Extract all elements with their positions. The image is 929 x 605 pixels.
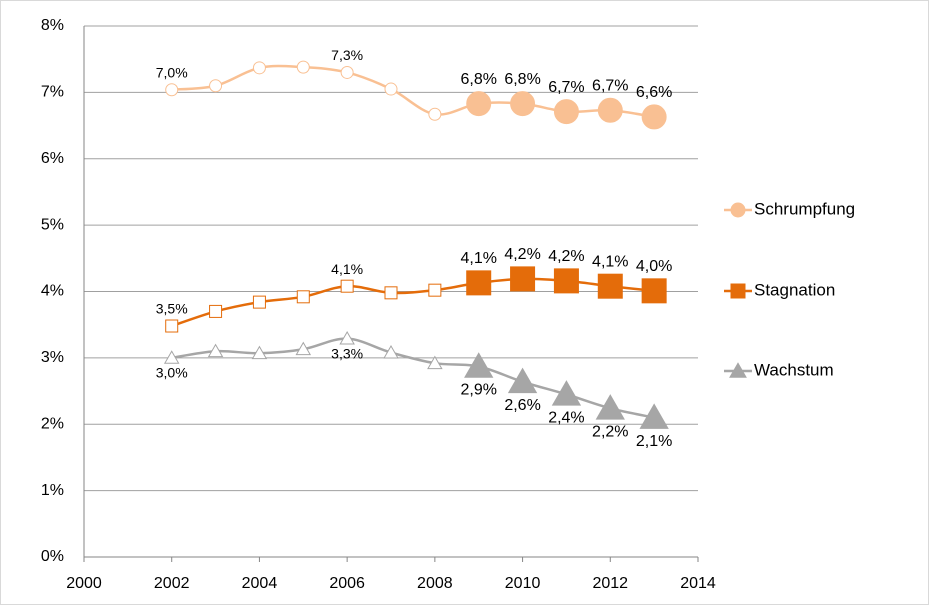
data-label: 6,8% bbox=[504, 71, 540, 88]
data-point bbox=[340, 279, 354, 293]
data-label: 4,1% bbox=[331, 261, 363, 277]
data-point bbox=[427, 355, 443, 370]
data-point bbox=[464, 352, 494, 378]
data-point bbox=[252, 61, 266, 75]
data-point bbox=[251, 345, 268, 360]
data-point bbox=[639, 403, 669, 429]
data-label: 2,9% bbox=[460, 382, 496, 399]
x-tick-label: 2014 bbox=[680, 575, 716, 592]
data-point bbox=[296, 60, 310, 74]
legend-marker bbox=[730, 202, 746, 218]
data-point bbox=[507, 367, 538, 394]
data-point bbox=[597, 273, 623, 299]
x-tick-label: 2002 bbox=[154, 575, 190, 592]
data-label: 3,3% bbox=[331, 345, 363, 361]
data-point bbox=[551, 380, 582, 406]
legend-marker bbox=[729, 362, 747, 378]
data-point bbox=[165, 319, 179, 333]
data-label: 6,6% bbox=[636, 84, 672, 101]
data-point bbox=[209, 304, 223, 318]
data-point bbox=[340, 65, 354, 79]
data-point bbox=[207, 343, 224, 358]
x-tick-label: 2000 bbox=[66, 575, 102, 592]
y-tick-label: 5% bbox=[41, 216, 64, 233]
data-point bbox=[466, 270, 492, 296]
data-point bbox=[510, 91, 536, 117]
y-tick-label: 3% bbox=[41, 349, 64, 366]
y-tick-label: 4% bbox=[41, 283, 64, 300]
data-label: 4,1% bbox=[460, 250, 496, 267]
legend-label: Stagnation bbox=[754, 280, 835, 299]
x-tick-label: 2004 bbox=[242, 575, 278, 592]
data-label: 7,0% bbox=[156, 64, 188, 80]
data-label: 4,2% bbox=[504, 246, 540, 263]
data-label: 3,0% bbox=[156, 365, 188, 381]
data-point bbox=[428, 107, 442, 121]
data-label: 4,1% bbox=[592, 253, 628, 270]
data-point bbox=[383, 344, 399, 359]
y-tick-label: 7% bbox=[41, 84, 64, 101]
data-point bbox=[296, 290, 310, 304]
legend-label: Wachstum bbox=[754, 360, 834, 379]
data-label: 6,7% bbox=[592, 78, 628, 95]
data-label: 6,7% bbox=[548, 79, 584, 96]
data-point bbox=[295, 341, 312, 356]
y-tick-label: 0% bbox=[41, 548, 64, 565]
data-label: 7,3% bbox=[331, 47, 363, 63]
data-point bbox=[510, 266, 536, 292]
data-label: 4,2% bbox=[548, 248, 584, 265]
legend-label: Schrumpfung bbox=[754, 199, 855, 218]
data-point bbox=[384, 82, 398, 96]
data-point bbox=[466, 91, 492, 117]
data-point bbox=[384, 286, 398, 300]
y-tick-label: 1% bbox=[41, 482, 64, 499]
y-tick-label: 6% bbox=[41, 150, 64, 167]
data-label: 6,8% bbox=[460, 71, 496, 88]
data-label: 2,4% bbox=[548, 410, 584, 427]
data-point bbox=[553, 268, 579, 294]
x-tick-label: 2006 bbox=[329, 575, 365, 592]
data-label: 2,1% bbox=[636, 433, 672, 450]
y-tick-label: 2% bbox=[41, 415, 64, 432]
x-tick-label: 2012 bbox=[592, 575, 628, 592]
data-point bbox=[209, 79, 223, 93]
data-label: 3,5% bbox=[156, 301, 188, 317]
data-label: 2,6% bbox=[504, 397, 540, 414]
data-point bbox=[641, 278, 667, 304]
data-point bbox=[553, 99, 579, 125]
x-tick-label: 2008 bbox=[417, 575, 453, 592]
data-point bbox=[597, 97, 623, 123]
data-point bbox=[339, 331, 355, 345]
data-label: 4,0% bbox=[636, 258, 672, 275]
data-point bbox=[252, 295, 266, 309]
x-tick-label: 2010 bbox=[505, 575, 541, 592]
data-point bbox=[641, 104, 667, 130]
data-label: 2,2% bbox=[592, 424, 628, 441]
data-point bbox=[595, 394, 625, 420]
y-tick-label: 8% bbox=[41, 17, 64, 34]
data-point bbox=[165, 83, 179, 97]
legend-marker bbox=[730, 283, 746, 299]
data-point bbox=[428, 283, 442, 297]
data-point bbox=[163, 350, 180, 364]
